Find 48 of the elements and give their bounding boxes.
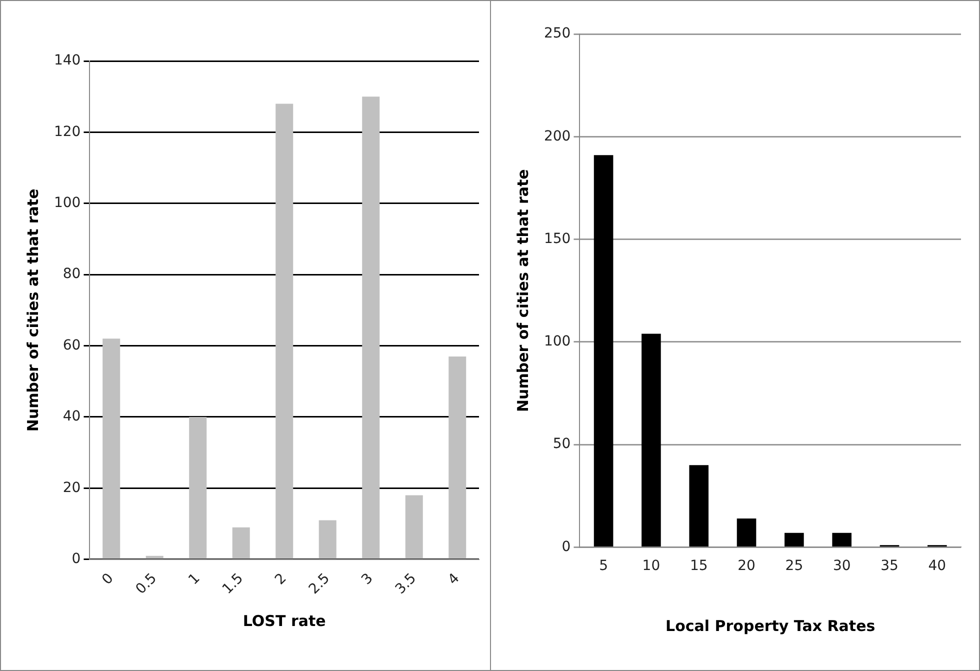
- y-tick-label: 100: [544, 334, 571, 350]
- x-tick-label: 1.5: [219, 570, 247, 598]
- y-axis-title: Number of cities at that rate: [514, 169, 532, 412]
- bar: [689, 465, 709, 546]
- y-tick-label: 120: [54, 124, 81, 140]
- x-axis-title: Local Property Tax Rates: [666, 616, 876, 635]
- y-axis-title: Number of cities at that rate: [24, 188, 42, 432]
- x-tick-label: 2: [272, 570, 290, 588]
- x-tick-label: 15: [690, 558, 708, 574]
- y-tick-label: 0: [562, 538, 571, 555]
- x-tick-label: 2.5: [306, 570, 334, 598]
- bar: [736, 518, 756, 546]
- x-tick-label: 0.5: [132, 570, 160, 598]
- x-tick-label: 10: [642, 558, 660, 574]
- x-tick-label: 5: [599, 558, 608, 574]
- bar: [784, 532, 804, 546]
- x-tick-label: 0: [99, 570, 117, 588]
- bar: [832, 532, 852, 546]
- y-tick-label: 100: [54, 195, 81, 212]
- bar: [642, 334, 661, 546]
- x-tick-label: 1: [186, 570, 204, 588]
- y-tick-label: 80: [62, 266, 81, 282]
- bar: [102, 338, 120, 559]
- y-tick-label: 250: [544, 26, 571, 42]
- x-tick-label: 3.5: [392, 570, 420, 598]
- bar: [594, 155, 614, 546]
- x-tick-label: 35: [880, 558, 898, 574]
- y-tick-label: 50: [552, 436, 571, 452]
- y-tick-label: 40: [62, 408, 81, 425]
- y-tick-label: 140: [54, 52, 81, 69]
- y-tick-label: 60: [62, 337, 81, 354]
- x-tick-label: 20: [738, 558, 756, 574]
- bar: [405, 495, 423, 559]
- bar: [448, 356, 466, 559]
- bar: [232, 527, 250, 559]
- bar: [189, 416, 207, 559]
- x-tick-label: 3: [358, 570, 376, 588]
- x-tick-label: 40: [928, 558, 946, 574]
- x-tick-label: 30: [832, 558, 851, 574]
- bar: [318, 520, 336, 559]
- bar: [362, 96, 380, 559]
- x-tick-label: 25: [785, 558, 804, 574]
- y-tick-label: 20: [62, 480, 81, 496]
- x-axis-title: LOST rate: [242, 612, 326, 630]
- y-tick-label: 200: [544, 128, 571, 144]
- x-tick-label: 4: [445, 570, 463, 588]
- y-tick-label: 150: [544, 230, 571, 247]
- bar: [276, 104, 294, 559]
